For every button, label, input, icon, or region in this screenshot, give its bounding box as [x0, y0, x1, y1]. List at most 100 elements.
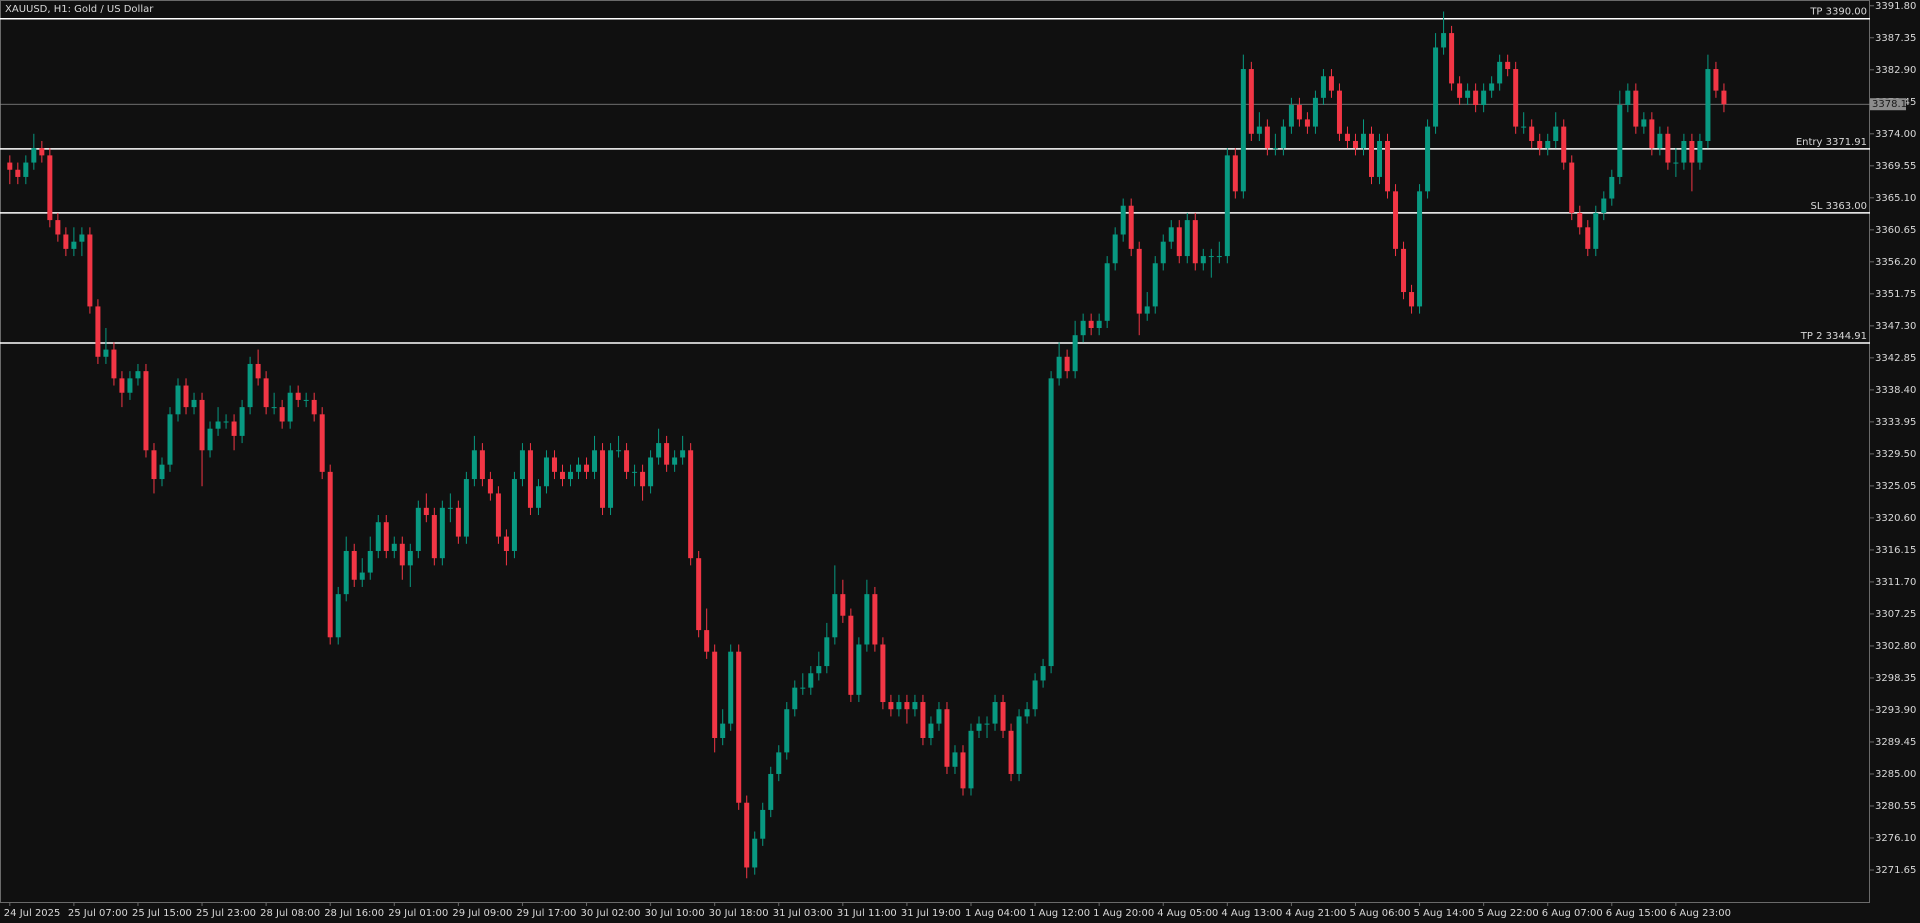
- y-tick-label: 3307.25: [1875, 609, 1916, 620]
- candle-body: [55, 220, 61, 235]
- candle-body: [199, 399, 205, 451]
- candle-body: [760, 809, 766, 839]
- candle-body: [1641, 119, 1647, 127]
- y-tick-label: 3360.65: [1875, 225, 1916, 236]
- x-tick-label: 31 Jul 19:00: [901, 908, 961, 919]
- candle-body: [1377, 140, 1383, 177]
- candle-body: [1064, 356, 1070, 372]
- x-tick-label: 29 Jul 09:00: [452, 908, 512, 919]
- y-tick-label: 3356.20: [1875, 257, 1916, 268]
- y-tick-label: 3382.90: [1875, 65, 1916, 76]
- candle-body: [111, 349, 117, 379]
- candle-body: [519, 450, 525, 480]
- candle-body: [1697, 140, 1703, 163]
- candle-body: [351, 550, 357, 580]
- x-tick-label: 30 Jul 02:00: [581, 908, 641, 919]
- candle-body: [359, 572, 365, 580]
- candle-body: [1240, 69, 1246, 192]
- candle-body: [1032, 680, 1038, 710]
- candle-body: [1633, 90, 1639, 127]
- x-tick-label: 30 Jul 18:00: [709, 908, 769, 919]
- x-tick-label: 31 Jul 11:00: [837, 908, 897, 919]
- y-tick-label: 3325.05: [1875, 481, 1916, 492]
- candle-body: [952, 752, 958, 767]
- candle-body: [1665, 133, 1671, 163]
- candle-body: [1529, 126, 1535, 141]
- candle-body: [1224, 155, 1230, 257]
- candle-body: [1216, 256, 1222, 258]
- candle-body: [335, 594, 341, 638]
- candle-body: [1433, 47, 1439, 127]
- candle-body: [1048, 378, 1054, 667]
- y-tick-label: 3302.80: [1875, 641, 1916, 652]
- candle-body: [832, 594, 838, 638]
- candle-body: [311, 399, 317, 415]
- candle-body: [175, 385, 181, 415]
- x-tick-label: 1 Aug 04:00: [965, 908, 1026, 919]
- candle-body: [704, 630, 710, 652]
- candle-body: [1192, 220, 1198, 264]
- candle-body: [455, 507, 461, 537]
- candle-body: [576, 464, 582, 472]
- candle-body: [1593, 212, 1599, 249]
- candle-body: [31, 148, 37, 163]
- candle-body: [696, 558, 702, 631]
- candle-body: [1136, 248, 1142, 314]
- x-tick-label: 29 Jul 01:00: [388, 908, 448, 919]
- candle-body: [648, 457, 654, 487]
- candle-body: [616, 450, 622, 452]
- candle-body: [1537, 140, 1543, 149]
- candle-body: [744, 802, 750, 868]
- candle-body: [912, 702, 918, 710]
- candle-body: [1489, 83, 1495, 91]
- y-tick-label: 3338.40: [1875, 385, 1916, 396]
- candle-body: [343, 550, 349, 595]
- x-tick-label: 5 Aug 22:00: [1478, 908, 1539, 919]
- y-tick-label: 3276.10: [1875, 833, 1916, 844]
- candle-body: [1393, 191, 1399, 249]
- x-tick-label: 30 Jul 10:00: [645, 908, 705, 919]
- x-tick-label: 4 Aug 13:00: [1221, 908, 1282, 919]
- candle-body: [784, 709, 790, 753]
- candle-body: [503, 536, 509, 551]
- x-tick-label: 28 Jul 16:00: [324, 908, 384, 919]
- candle-body: [1577, 212, 1583, 228]
- y-tick-label: 3311.70: [1875, 577, 1916, 588]
- x-tick-label: 29 Jul 17:00: [516, 908, 576, 919]
- candle-body: [367, 550, 373, 573]
- candle-body: [1280, 126, 1286, 149]
- y-tick-label: 3320.60: [1875, 513, 1916, 524]
- candle-body: [1184, 220, 1190, 257]
- candle-body: [191, 399, 197, 408]
- y-tick-label: 3293.90: [1875, 705, 1916, 716]
- y-tick-label: 3285.00: [1875, 769, 1916, 780]
- candle-body: [407, 550, 413, 566]
- candle-body: [592, 450, 598, 472]
- candle-body: [551, 457, 557, 472]
- candle-body: [1625, 90, 1631, 106]
- candle-body: [776, 752, 782, 774]
- candle-body: [1128, 205, 1134, 249]
- candle-body: [487, 479, 493, 494]
- candle-body: [95, 306, 101, 357]
- candle-body: [1561, 126, 1567, 163]
- candle-body: [848, 615, 854, 695]
- candle-body: [896, 702, 902, 710]
- candle-body: [127, 378, 133, 393]
- candle-body: [1425, 126, 1431, 192]
- candle-body: [1401, 248, 1407, 293]
- candle-body: [656, 443, 662, 458]
- candle-body: [1481, 90, 1487, 106]
- candle-body: [584, 464, 590, 472]
- candle-body: [1232, 155, 1238, 192]
- level-label: TP 3390.00: [1809, 7, 1867, 18]
- candle-body: [7, 162, 13, 170]
- candle-body: [1016, 716, 1022, 774]
- x-tick-label: 1 Aug 12:00: [1029, 908, 1090, 919]
- x-tick-label: 31 Jul 03:00: [773, 908, 833, 919]
- candle-body: [664, 443, 670, 465]
- x-tick-label: 25 Jul 23:00: [196, 908, 256, 919]
- candle-body: [1521, 126, 1527, 128]
- candle-body: [736, 651, 742, 803]
- candle-body: [680, 450, 686, 458]
